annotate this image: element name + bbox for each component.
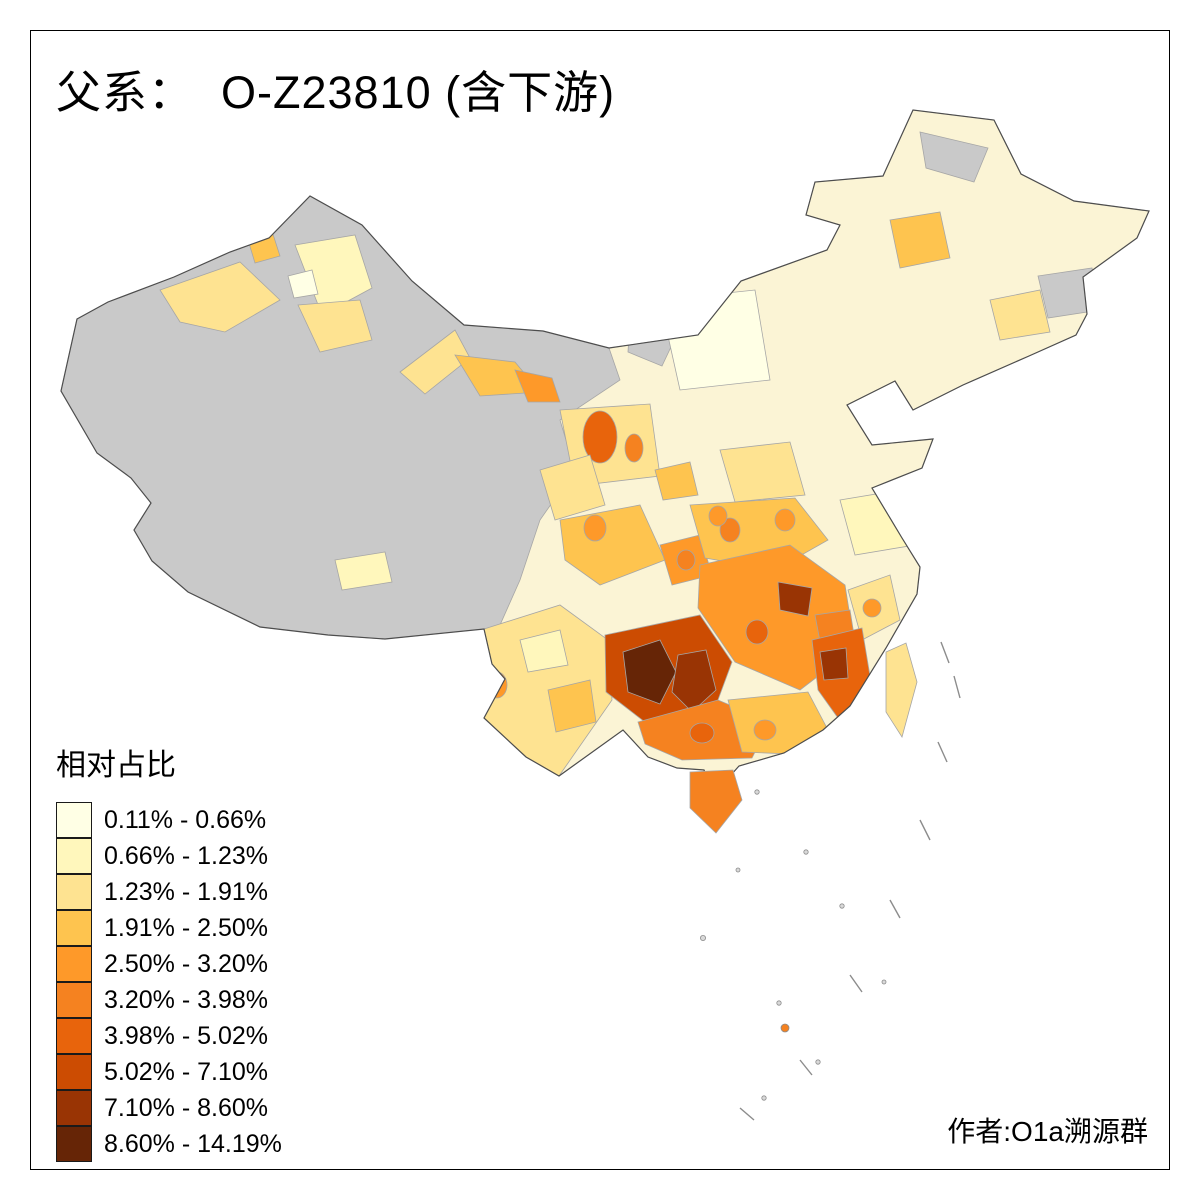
- legend: 相对占比 0.11% - 0.66% 0.66% - 1.23% 1.23% -…: [56, 740, 282, 1162]
- legend-swatch: [56, 982, 92, 1018]
- sea-islet-orange: [780, 1023, 790, 1033]
- region-tibet-patch: [334, 551, 393, 591]
- region-northeast-nodata-2: [1037, 267, 1101, 319]
- region-xinjiang-ili: [159, 261, 281, 333]
- legend-row: 2.50% - 3.20%: [56, 946, 282, 982]
- region-fujian-dark: [819, 647, 849, 681]
- legend-label: 2.50% - 3.20%: [104, 949, 268, 978]
- sea-islet: [776, 1000, 782, 1006]
- legend-label: 1.91% - 2.50%: [104, 913, 268, 942]
- legend-title: 相对占比: [56, 749, 176, 782]
- region-henan-spot: [708, 505, 728, 527]
- author-credit: 作者:O1a溯源群: [947, 1116, 1148, 1147]
- page-title: 父系： O-Z23810 (含下游): [56, 67, 616, 118]
- legend-swatch: [56, 874, 92, 910]
- region-sichuan-spot: [583, 514, 607, 542]
- legend-label: 5.02% - 7.10%: [104, 1057, 268, 1086]
- legend-label: 3.98% - 5.02%: [104, 1021, 268, 1050]
- legend-row: 3.98% - 5.02%: [56, 1018, 282, 1054]
- legend-row: 8.60% - 14.19%: [56, 1126, 282, 1162]
- region-henan: [719, 441, 806, 503]
- legend-row: 0.66% - 1.23%: [56, 838, 282, 874]
- sea-islet: [700, 935, 707, 942]
- legend-row: 5.02% - 7.10%: [56, 1054, 282, 1090]
- legend-swatch: [56, 946, 92, 982]
- sea-islet: [815, 1059, 821, 1065]
- region-hexi-3: [514, 369, 561, 403]
- region-ordos-pale: [659, 289, 771, 391]
- legend-swatch: [56, 1018, 92, 1054]
- region-heilongjiang-orange: [889, 211, 951, 269]
- legend-swatch: [56, 1126, 92, 1162]
- region-hainan-island: [689, 769, 743, 834]
- legend-row: 1.23% - 1.91%: [56, 874, 282, 910]
- legend-row: 0.11% - 0.66%: [56, 802, 282, 838]
- region-jilin-tan: [989, 289, 1051, 341]
- sea-islet: [839, 903, 845, 909]
- region-guangdong: [727, 691, 829, 755]
- region-guizhou-darkest-1: [622, 639, 677, 705]
- legend-label: 7.10% - 8.60%: [104, 1093, 268, 1122]
- region-yunnan-tan: [547, 679, 597, 733]
- region-shaanxi-south: [654, 461, 699, 501]
- legend-label: 8.60% - 14.19%: [104, 1129, 282, 1158]
- region-xinjiang-korla: [297, 299, 373, 353]
- region-yunnan-pale: [519, 629, 569, 673]
- legend-label: 3.20% - 3.98%: [104, 985, 268, 1014]
- region-hubei-spot-1: [719, 517, 741, 543]
- region-hunan-spot: [745, 619, 769, 645]
- region-xinjiang-pale: [287, 269, 319, 299]
- region-linxia: [624, 433, 644, 463]
- region-northeast-nodata-1: [919, 131, 989, 183]
- legend-label: 0.66% - 1.23%: [104, 841, 268, 870]
- legend-swatch: [56, 802, 92, 838]
- south-china-sea-marks: [700, 641, 961, 1121]
- legend-label: 0.11% - 0.66%: [104, 805, 267, 834]
- legend-swatch: [56, 1054, 92, 1090]
- region-zhejiang-spot: [862, 598, 882, 618]
- mainland-outline: [60, 109, 1150, 797]
- sea-islet: [754, 789, 760, 795]
- legend-swatch: [56, 910, 92, 946]
- sea-islet: [881, 979, 887, 985]
- legend-row: 1.91% - 2.50%: [56, 910, 282, 946]
- region-guizhou-darkest-2: [671, 649, 717, 713]
- legend-label: 1.23% - 1.91%: [104, 877, 268, 906]
- region-taiwan-island: [885, 642, 918, 738]
- region-lanzhou-dark: [582, 410, 618, 464]
- legend-row: 3.20% - 3.98%: [56, 982, 282, 1018]
- sea-islet: [803, 849, 809, 855]
- region-guangdong-spot: [753, 719, 777, 741]
- region-hunan-dark: [777, 581, 813, 617]
- region-guangxi-spot: [689, 722, 715, 744]
- region-hubei-spot-2: [774, 508, 796, 532]
- legend-swatch: [56, 1090, 92, 1126]
- sea-islet: [735, 867, 741, 873]
- legend-row: 7.10% - 8.60%: [56, 1090, 282, 1126]
- legend-swatch: [56, 838, 92, 874]
- sea-islet: [761, 1095, 767, 1101]
- region-sichuan-west: [539, 454, 606, 521]
- region-chongqing-spot: [676, 549, 696, 571]
